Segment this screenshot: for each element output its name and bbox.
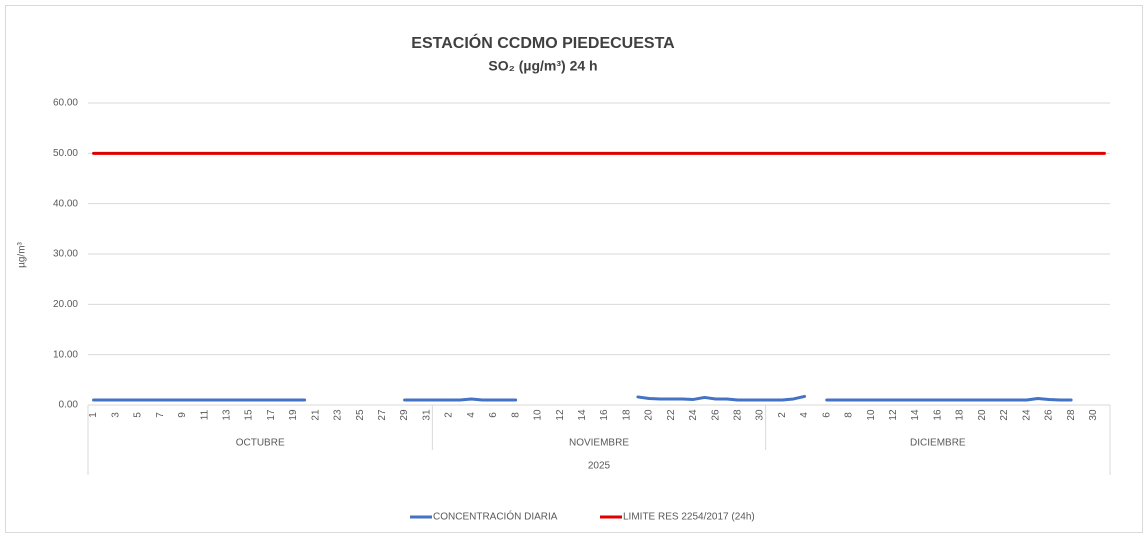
x-tick-label: 28 xyxy=(732,409,743,421)
x-tick-label: 7 xyxy=(155,412,166,418)
x-tick-label: 10 xyxy=(533,409,544,421)
series-line xyxy=(92,394,1073,402)
y-axis-label: µg/m³ xyxy=(17,241,28,267)
x-tick-label: 14 xyxy=(577,409,588,421)
x-tick-label: 25 xyxy=(355,409,366,421)
y-tick-label: 30.00 xyxy=(53,249,78,260)
x-tick-label: 9 xyxy=(177,412,188,418)
x-group-label: NOVIEMBRE xyxy=(569,438,629,449)
x-group-label: DICIEMBRE xyxy=(910,438,966,449)
x-tick-label: 3 xyxy=(110,412,121,418)
x-tick-label: 5 xyxy=(133,412,144,418)
x-tick-label: 26 xyxy=(710,409,721,421)
y-tick-label: 60.00 xyxy=(53,98,78,109)
x-tick-label: 22 xyxy=(999,409,1010,421)
x-tick-label: 20 xyxy=(644,409,655,421)
x-tick-label: 13 xyxy=(221,409,232,421)
legend-label: CONCENTRACIÓN DIARIA xyxy=(433,510,558,523)
x-tick-label: 18 xyxy=(955,409,966,421)
x-tick-label: 14 xyxy=(910,409,921,421)
y-tick-label: 0.00 xyxy=(59,400,79,411)
x-group-label: OCTUBRE xyxy=(236,438,285,449)
x-tick-label: 6 xyxy=(488,412,499,418)
x-year-label: 2025 xyxy=(588,461,611,472)
x-tick-label: 18 xyxy=(621,409,632,421)
x-tick-label: 23 xyxy=(333,409,344,421)
x-tick-label: 22 xyxy=(666,409,677,421)
x-tick-label: 2 xyxy=(444,412,455,418)
x-tick-label: 4 xyxy=(466,412,477,418)
x-tick-label: 27 xyxy=(377,409,388,421)
legend-label: LIMITE RES 2254/2017 (24h) xyxy=(623,512,755,523)
x-tick-label: 28 xyxy=(1066,409,1077,421)
x-tick-label: 30 xyxy=(755,409,766,421)
x-tick-label: 4 xyxy=(799,412,810,418)
x-tick-label: 11 xyxy=(199,409,210,420)
x-tick-label: 8 xyxy=(844,412,855,418)
y-tick-label: 50.00 xyxy=(53,148,78,159)
x-tick-label: 17 xyxy=(266,409,277,421)
y-tick-label: 40.00 xyxy=(53,198,78,209)
x-tick-label: 26 xyxy=(1044,409,1055,421)
x-tick-label: 20 xyxy=(977,409,988,421)
x-tick-label: 24 xyxy=(688,409,699,421)
x-tick-label: 8 xyxy=(510,412,521,418)
x-tick-label: 16 xyxy=(599,409,610,421)
x-tick-label: 12 xyxy=(888,409,899,421)
x-tick-label: 21 xyxy=(310,409,321,421)
x-tick-label: 6 xyxy=(821,412,832,418)
x-tick-label: 30 xyxy=(1088,409,1099,421)
chart-subtitle: SO₂ (µg/m³) 24 h xyxy=(488,58,597,74)
y-tick-label: 20.00 xyxy=(53,299,78,310)
y-tick-label: 10.00 xyxy=(53,349,78,360)
x-tick-label: 10 xyxy=(866,409,877,421)
chart-title: ESTACIÓN CCDMO PIEDECUESTA xyxy=(411,33,675,52)
chart-border xyxy=(5,5,1143,533)
x-tick-label: 1 xyxy=(88,412,99,418)
x-tick-label: 29 xyxy=(399,409,410,421)
x-tick-label: 12 xyxy=(555,409,566,421)
x-tick-label: 19 xyxy=(288,409,299,421)
x-tick-label: 15 xyxy=(244,409,255,421)
x-tick-label: 31 xyxy=(421,409,432,421)
x-tick-label: 16 xyxy=(932,409,943,421)
x-tick-label: 24 xyxy=(1021,409,1032,421)
x-tick-label: 2 xyxy=(777,412,788,418)
